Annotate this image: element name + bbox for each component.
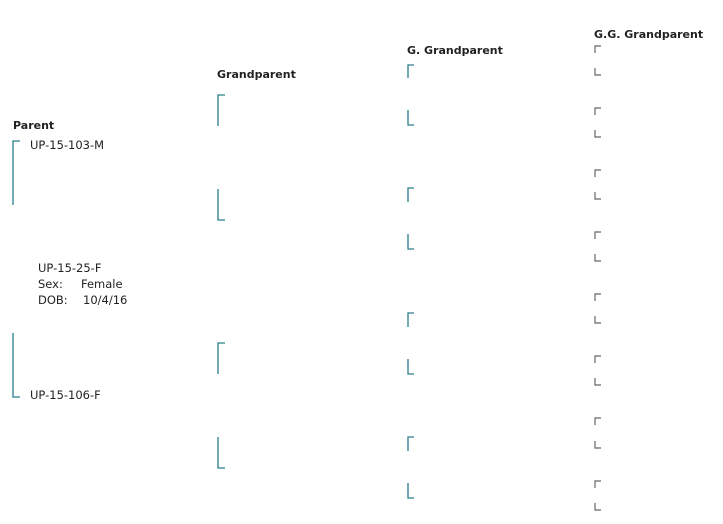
- bracket: [407, 436, 414, 451]
- bracket: [217, 189, 225, 221]
- bracket: [407, 110, 414, 126]
- dob-value: 10/4/16: [83, 293, 128, 307]
- subject-id: UP-15-25-F: [38, 261, 102, 275]
- header-grandparent: Grandparent: [217, 68, 296, 81]
- parent-id: UP-15-106-F: [30, 388, 101, 402]
- bracket: [12, 333, 20, 398]
- header-g-grandparent: G. Grandparent: [407, 44, 503, 57]
- bracket: [407, 312, 414, 327]
- gg-brackets: [594, 45, 601, 511]
- bracket: [407, 234, 414, 250]
- header-parent: Parent: [13, 119, 55, 132]
- bracket: [12, 140, 20, 205]
- header-gg-grandparent: G.G. Grandparent: [594, 28, 704, 41]
- sex-value: Female: [81, 277, 123, 291]
- sex-label: Sex:: [38, 277, 63, 291]
- bracket: [217, 437, 225, 469]
- bracket: [217, 342, 225, 374]
- parent-id: UP-15-103-M: [30, 138, 105, 152]
- bracket: [407, 64, 414, 78]
- bracket: [407, 359, 414, 375]
- dob-label: DOB:: [38, 293, 68, 307]
- bracket: [407, 483, 414, 499]
- bracket: [407, 187, 414, 202]
- bracket: [217, 94, 225, 126]
